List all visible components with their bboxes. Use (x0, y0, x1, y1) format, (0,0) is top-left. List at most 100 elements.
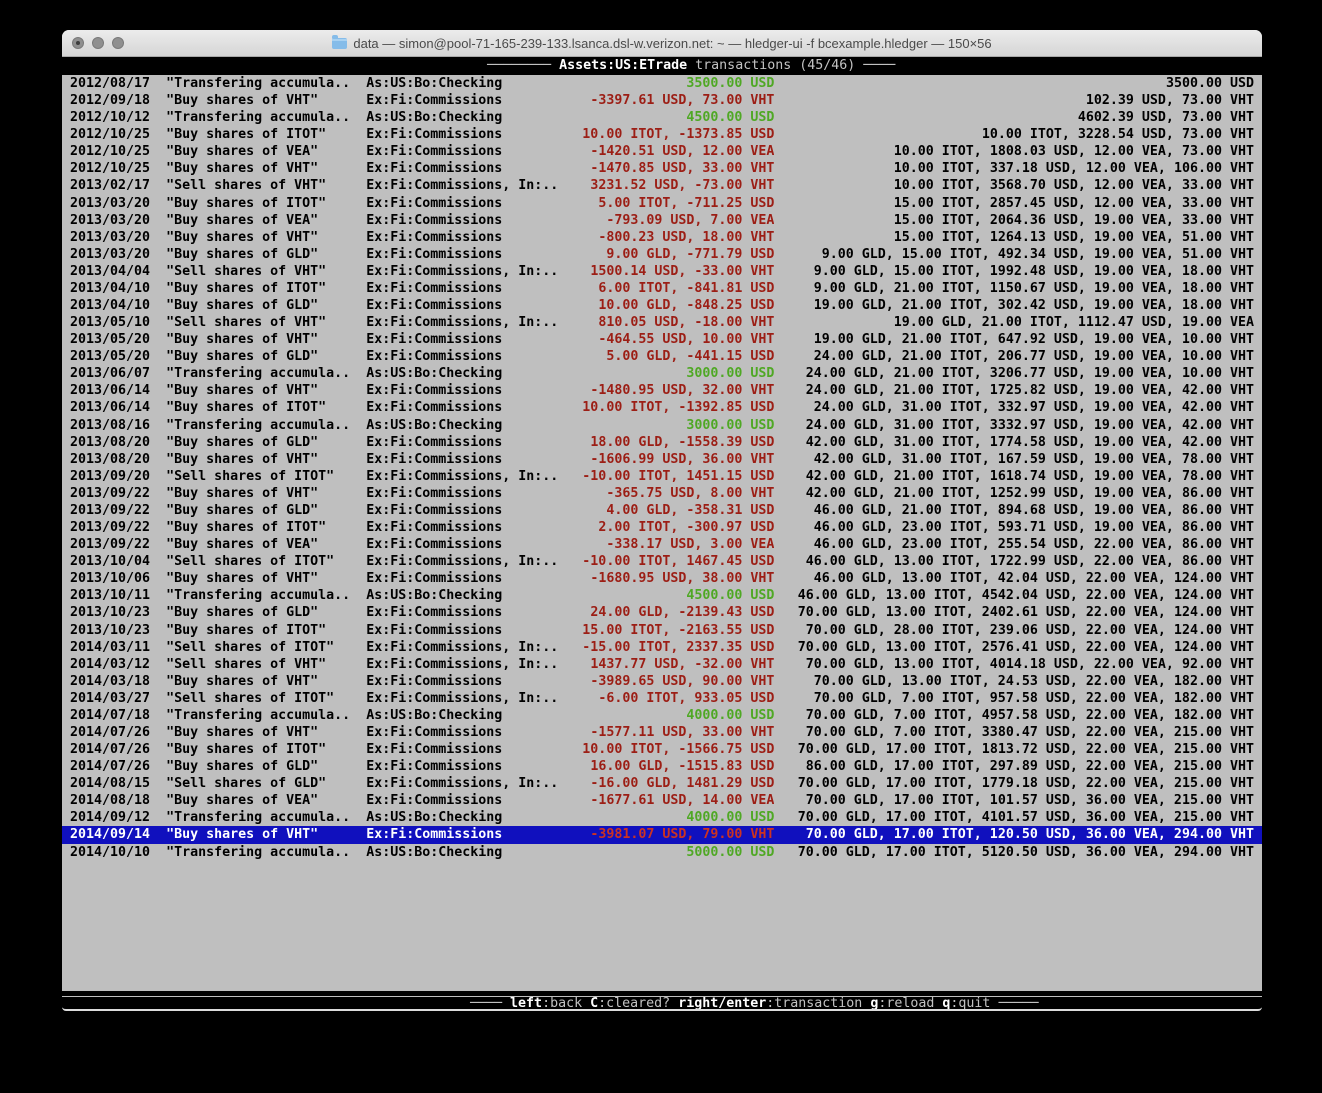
running-balance: 70.00 GLD, 7.00 ITOT, 4957.58 USD, 22.00… (805, 707, 1254, 723)
transaction-row[interactable]: 2013/10/11 "Transfering accumula.. As:US… (62, 587, 1262, 604)
transaction-row[interactable]: 2013/08/20 "Buy shares of VHT" Ex:Fi:Com… (62, 451, 1262, 468)
transaction-row[interactable]: 2014/09/14 "Buy shares of VHT" Ex:Fi:Com… (62, 826, 1262, 844)
transaction-row[interactable]: 2013/04/10 "Buy shares of ITOT" Ex:Fi:Co… (62, 280, 1262, 297)
transaction-description: "Buy shares of VHT" (166, 332, 319, 348)
transaction-row[interactable]: 2013/10/06 "Buy shares of VHT" Ex:Fi:Com… (62, 570, 1262, 587)
transaction-amount: 1500.14 USD, -33.00 VHT (590, 263, 775, 279)
transaction-row[interactable]: 2014/07/18 "Transfering accumula.. As:US… (62, 707, 1262, 724)
transaction-description: "Buy shares of ITOT" (166, 520, 327, 536)
transaction-row[interactable]: 2012/09/18 "Buy shares of VHT" Ex:Fi:Com… (62, 92, 1262, 109)
transaction-row[interactable]: 2013/09/22 "Buy shares of ITOT" Ex:Fi:Co… (62, 519, 1262, 536)
other-accounts: Ex:Fi:Commissions (366, 537, 503, 553)
other-accounts: Ex:Fi:Commissions (366, 383, 503, 399)
other-accounts: Ex:Fi:Commissions (366, 724, 503, 740)
transaction-row[interactable]: 2013/10/23 "Buy shares of ITOT" Ex:Fi:Co… (62, 622, 1262, 639)
transaction-row[interactable]: 2014/07/26 "Buy shares of GLD" Ex:Fi:Com… (62, 758, 1262, 775)
transaction-row[interactable]: 2013/03/20 "Buy shares of ITOT" Ex:Fi:Co… (62, 195, 1262, 212)
transaction-amount: 3500.00 USD (686, 76, 775, 91)
other-accounts: As:US:Bo:Checking (366, 810, 503, 826)
transaction-row[interactable]: 2012/10/12 "Transfering accumula.. As:US… (62, 109, 1262, 126)
transaction-row[interactable]: 2012/10/25 "Buy shares of ITOT" Ex:Fi:Co… (62, 126, 1262, 143)
transaction-row[interactable]: 2013/10/23 "Buy shares of GLD" Ex:Fi:Com… (62, 604, 1262, 621)
transaction-description: "Buy shares of GLD" (166, 759, 319, 775)
minimize-button[interactable] (92, 37, 104, 49)
transaction-row[interactable]: 2013/08/16 "Transfering accumula.. As:US… (62, 417, 1262, 434)
transaction-date: 2013/05/20 (70, 349, 151, 365)
transaction-amount: -1470.85 USD, 33.00 VHT (590, 161, 775, 177)
transaction-row[interactable]: 2013/08/20 "Buy shares of GLD" Ex:Fi:Com… (62, 434, 1262, 451)
transaction-description: "Buy shares of ITOT" (166, 195, 327, 211)
transaction-row[interactable]: 2014/03/12 "Sell shares of VHT" Ex:Fi:Co… (62, 656, 1262, 673)
transaction-date: 2013/03/20 (70, 195, 151, 211)
transaction-row[interactable]: 2013/06/14 "Buy shares of VHT" Ex:Fi:Com… (62, 382, 1262, 399)
transaction-description: "Buy shares of VHT" (166, 485, 319, 501)
running-balance: 70.00 GLD, 17.00 ITOT, 1813.72 USD, 22.0… (797, 742, 1254, 758)
transaction-amount: 5000.00 USD (686, 844, 775, 860)
transaction-row[interactable]: 2014/10/10 "Transfering accumula.. As:US… (62, 844, 1262, 861)
transaction-row[interactable]: 2013/05/20 "Buy shares of GLD" Ex:Fi:Com… (62, 348, 1262, 365)
transaction-row[interactable]: 2013/03/20 "Buy shares of GLD" Ex:Fi:Com… (62, 246, 1262, 263)
transaction-description: "Sell shares of ITOT" (166, 639, 335, 655)
transaction-row[interactable]: 2012/10/25 "Buy shares of VHT" Ex:Fi:Com… (62, 160, 1262, 177)
transaction-date: 2012/10/25 (70, 144, 151, 160)
transaction-row[interactable]: 2012/10/25 "Buy shares of VEA" Ex:Fi:Com… (62, 143, 1262, 160)
transaction-row[interactable]: 2013/05/10 "Sell shares of VHT" Ex:Fi:Co… (62, 314, 1262, 331)
transaction-row[interactable]: 2014/08/18 "Buy shares of VEA" Ex:Fi:Com… (62, 792, 1262, 809)
transaction-description: "Buy shares of GLD" (166, 502, 319, 518)
transaction-row[interactable]: 2014/07/26 "Buy shares of VHT" Ex:Fi:Com… (62, 724, 1262, 741)
transaction-row[interactable]: 2013/09/22 "Buy shares of VEA" Ex:Fi:Com… (62, 536, 1262, 553)
transaction-amount: -1606.99 USD, 36.00 VHT (590, 451, 775, 467)
transaction-row[interactable]: 2013/10/04 "Sell shares of ITOT" Ex:Fi:C… (62, 553, 1262, 570)
transaction-date: 2013/09/22 (70, 502, 151, 518)
transaction-row[interactable]: 2014/03/18 "Buy shares of VHT" Ex:Fi:Com… (62, 673, 1262, 690)
transaction-date: 2013/08/16 (70, 417, 151, 433)
transaction-amount: -1420.51 USD, 12.00 VEA (590, 144, 775, 160)
transaction-row[interactable]: 2013/02/17 "Sell shares of VHT" Ex:Fi:Co… (62, 177, 1262, 194)
transaction-date: 2013/10/23 (70, 622, 151, 638)
transaction-amount: 5.00 ITOT, -711.25 USD (598, 195, 775, 211)
transaction-row[interactable]: 2013/05/20 "Buy shares of VHT" Ex:Fi:Com… (62, 331, 1262, 348)
transaction-row[interactable]: 2014/09/12 "Transfering accumula.. As:US… (62, 809, 1262, 826)
transaction-date: 2013/03/20 (70, 212, 151, 228)
other-accounts: Ex:Fi:Commissions (366, 571, 503, 587)
close-button[interactable] (72, 37, 84, 49)
transaction-row[interactable]: 2013/04/10 "Buy shares of GLD" Ex:Fi:Com… (62, 297, 1262, 314)
transaction-date: 2014/03/12 (70, 656, 151, 672)
transaction-row[interactable]: 2013/06/14 "Buy shares of ITOT" Ex:Fi:Co… (62, 399, 1262, 416)
transaction-date: 2014/03/11 (70, 639, 151, 655)
running-balance: 15.00 ITOT, 2064.36 USD, 19.00 VEA, 33.0… (893, 212, 1254, 228)
transaction-date: 2012/09/18 (70, 93, 151, 109)
transaction-date: 2012/10/12 (70, 110, 151, 126)
other-accounts: Ex:Fi:Commissions (366, 229, 503, 245)
transaction-row[interactable]: 2013/09/22 "Buy shares of VHT" Ex:Fi:Com… (62, 485, 1262, 502)
transaction-date: 2013/09/22 (70, 520, 151, 536)
transaction-row[interactable]: 2013/03/20 "Buy shares of VEA" Ex:Fi:Com… (62, 212, 1262, 229)
transaction-row[interactable]: 2013/04/04 "Sell shares of VHT" Ex:Fi:Co… (62, 263, 1262, 280)
titlebar[interactable]: data — simon@pool-71-165-239-133.lsanca.… (62, 30, 1262, 57)
transaction-row[interactable]: 2014/08/15 "Sell shares of GLD" Ex:Fi:Co… (62, 775, 1262, 792)
transaction-row[interactable]: 2013/06/07 "Transfering accumula.. As:US… (62, 365, 1262, 382)
other-accounts: Ex:Fi:Commissions (366, 93, 503, 109)
transaction-date: 2013/06/07 (70, 366, 151, 382)
transaction-row[interactable]: 2013/09/20 "Sell shares of ITOT" Ex:Fi:C… (62, 468, 1262, 485)
transaction-amount: 10.00 GLD, -848.25 USD (598, 298, 775, 314)
transaction-row[interactable]: 2014/03/27 "Sell shares of ITOT" Ex:Fi:C… (62, 690, 1262, 707)
zoom-button[interactable] (112, 37, 124, 49)
transaction-row[interactable]: 2013/03/20 "Buy shares of VHT" Ex:Fi:Com… (62, 229, 1262, 246)
other-accounts: As:US:Bo:Checking (366, 707, 503, 723)
transaction-description: "Sell shares of VHT" (166, 178, 327, 194)
running-balance: 10.00 ITOT, 1808.03 USD, 12.00 VEA, 73.0… (893, 144, 1254, 160)
other-accounts: Ex:Fi:Commissions (366, 622, 503, 638)
transaction-row[interactable]: 2014/03/11 "Sell shares of ITOT" Ex:Fi:C… (62, 639, 1262, 656)
running-balance: 10.00 ITOT, 3568.70 USD, 12.00 VEA, 33.0… (893, 178, 1254, 194)
transaction-description: "Buy shares of ITOT" (166, 742, 327, 758)
transaction-row[interactable]: 2014/07/26 "Buy shares of ITOT" Ex:Fi:Co… (62, 741, 1262, 758)
transactions-list[interactable]: 2012/08/17 "Transfering accumula.. As:US… (62, 75, 1262, 861)
transaction-row[interactable]: 2013/09/22 "Buy shares of GLD" Ex:Fi:Com… (62, 502, 1262, 519)
transaction-amount: 1437.77 USD, -32.00 VHT (590, 656, 775, 672)
transaction-row[interactable]: 2012/08/17 "Transfering accumula.. As:US… (62, 75, 1262, 92)
status-bar: ──── left:back C:cleared? right/enter:tr… (62, 991, 1262, 1009)
transaction-description: "Buy shares of ITOT" (166, 280, 327, 296)
transaction-description: "Sell shares of VHT" (166, 263, 327, 279)
transaction-date: 2013/03/20 (70, 246, 151, 262)
